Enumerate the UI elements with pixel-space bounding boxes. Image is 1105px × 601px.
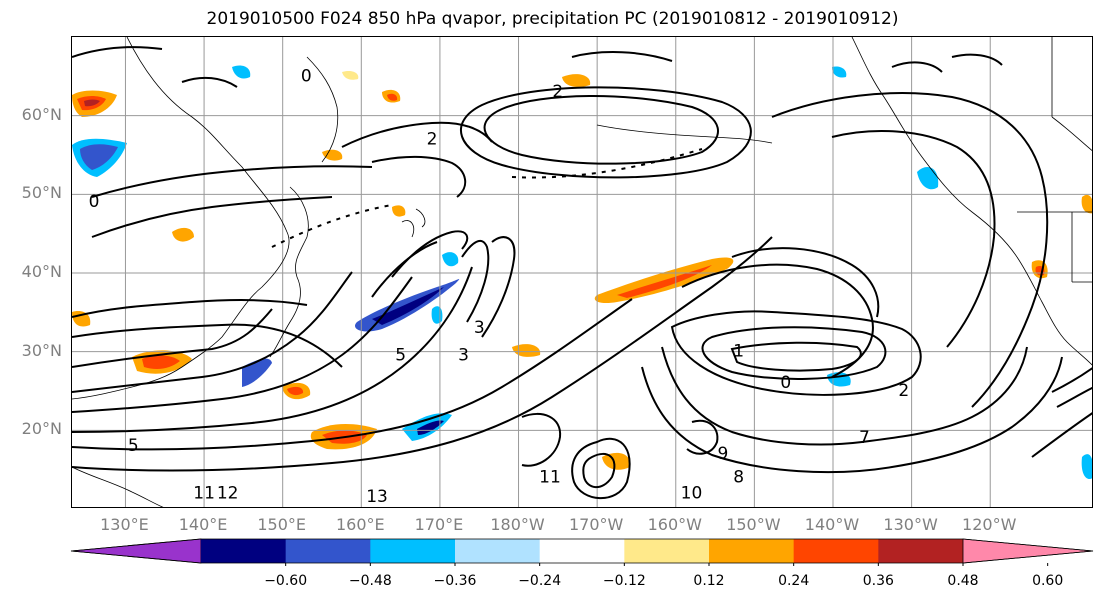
contour-label-4: 3 [474,318,485,338]
lon-label-5: 180°W [490,515,545,534]
map-plot-area: 0 2 2 0 3 3 5 1 0 5 12 11 13 11 10 9 8 7 2 [71,36,1093,508]
colorbar-bin-7 [793,539,879,563]
precip-shading-negative [72,65,1092,479]
contour-label-5: 3 [458,346,469,366]
colorbar-bin-3 [455,539,541,563]
colorbar-label-7: 0.36 [862,573,894,589]
lon-label-3: 160°E [335,515,385,534]
contour-label-1: 2 [552,82,563,102]
lon-label-11: 120°W [962,515,1017,534]
contour-label-16: 8 [733,468,744,488]
colorbar-bin-0 [201,539,287,563]
colorbar-label-8: 0.48 [947,573,979,589]
colorbar-bin-4 [539,539,625,563]
contour-label-11: 11 [193,483,215,503]
coastlines [72,37,1092,507]
lon-label-8: 150°W [726,515,781,534]
lon-label-9: 140°W [804,515,860,534]
colorbar-label-1: −0.48 [348,573,392,589]
contour-label-0: 0 [301,66,312,86]
contour-label-2: 2 [427,129,438,149]
colorbar-label-3: −0.24 [518,573,562,589]
lon-label-0: 130°E [100,515,149,534]
colorbar-extend-high [962,538,1094,564]
contour-label-13: 11 [539,468,561,488]
lon-label-10: 130°W [883,515,938,534]
colorbar-extend-low [70,538,202,564]
lat-label-1: 50°N [21,183,62,203]
colorbar-label-2: −0.36 [433,573,477,589]
graticule-lines [72,37,1092,507]
colorbar-bin-6 [709,539,795,563]
contour-label-14: 10 [681,483,703,503]
contour-label-9: 5 [128,436,139,456]
qvapor-contours [72,46,1092,500]
lat-label-0: 60°N [21,104,62,124]
colorbar-outline [70,538,1094,564]
colorbar-bin-8 [878,539,964,563]
colorbar-bin-5 [624,539,710,563]
colorbar-label-5: 0.12 [693,573,725,589]
lon-label-2: 150°E [257,515,307,534]
lat-label-4: 20°N [21,419,62,439]
colorbar-bin-2 [370,539,456,563]
lon-label-7: 160°W [647,515,702,534]
lon-label-4: 170°E [414,515,464,534]
precip-shading-positive [72,70,1092,470]
lon-label-1: 140°E [178,515,228,534]
contour-label-12: 13 [366,487,388,507]
contour-label-3: 0 [89,192,100,212]
colorbar-label-9: 0.60 [1032,573,1064,589]
colorbar-label-0: −0.60 [264,573,308,589]
qvapor-contours-dashed [271,148,703,248]
contour-label-15: 9 [718,444,729,464]
contour-label-17: 7 [859,428,870,448]
colorbar-label-6: 0.24 [778,573,810,589]
colorbar-bin-1 [285,539,371,563]
contour-label-8: 0 [780,373,791,393]
lon-label-6: 170°W [568,515,624,534]
lat-label-2: 40°N [21,262,62,281]
map-title: 2019010500 F024 850 hPa qvapor, precipit… [206,9,899,29]
lat-label-3: 30°N [21,340,62,360]
contour-label-18: 2 [898,381,909,401]
contour-label-7: 1 [733,342,744,362]
contour-label-6: 5 [395,346,406,366]
colorbar-label-4: −0.12 [602,573,646,589]
contour-label-10: 12 [217,483,239,503]
colorbar [70,538,1094,566]
